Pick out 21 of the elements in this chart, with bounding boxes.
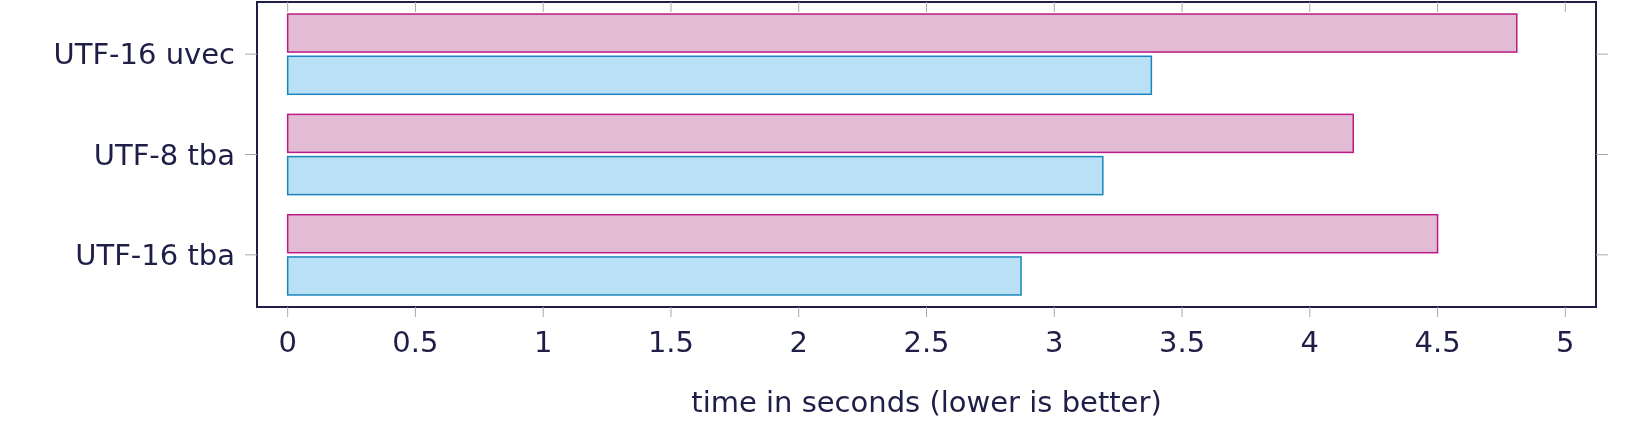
bar [286, 13, 1518, 53]
y-tick-label: UTF-8 tba [93, 137, 235, 172]
x-tick-label: 4.5 [1414, 325, 1461, 359]
y-tick-label: UTF-16 tba [75, 237, 235, 272]
bar [286, 256, 1022, 296]
x-tick-label: 0 [278, 325, 297, 359]
x-tick-label: 0.5 [392, 325, 439, 359]
x-tick-label: 2.5 [903, 325, 950, 359]
y-tick-label: UTF-16 uvec [53, 37, 235, 72]
x-tick-label: 1.5 [647, 325, 695, 359]
x-tick-label: 3 [1045, 325, 1064, 359]
x-tick-label: 5 [1556, 325, 1575, 359]
x-tick-label: 4 [1300, 325, 1320, 359]
bar [286, 113, 1354, 154]
x-tick-label: 2 [789, 325, 808, 359]
bar [286, 155, 1104, 196]
bar [286, 55, 1153, 96]
bar [286, 213, 1439, 254]
x-tick-label: 3.5 [1158, 325, 1206, 359]
x-axis-title: time in seconds (lower is better) [691, 385, 1162, 419]
x-tick-label: 1 [533, 325, 553, 359]
